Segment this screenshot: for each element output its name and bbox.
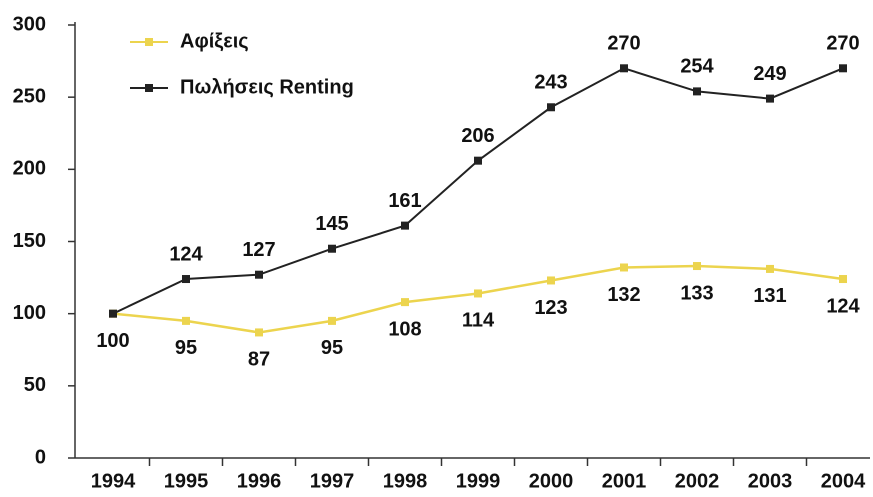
y-tick-label: 100: [13, 302, 46, 324]
point: [109, 309, 117, 318]
data-label: 108: [388, 318, 421, 340]
data-label: 145: [315, 213, 348, 235]
y-tick-label: 150: [13, 230, 46, 252]
data-label: 243: [534, 72, 567, 94]
y-tick-label: 0: [35, 446, 46, 468]
point: [693, 262, 701, 271]
point: [255, 328, 263, 337]
legend-label: Πωλήσεις Renting: [180, 76, 354, 98]
data-label: 87: [248, 349, 270, 371]
data-label: 161: [388, 190, 421, 212]
point: [547, 103, 555, 112]
data-label: 127: [242, 239, 275, 261]
point: [620, 263, 628, 272]
y-tick-label: 50: [24, 374, 46, 396]
x-tick-label: 2001: [602, 470, 647, 492]
x-tick-label: 1998: [383, 470, 428, 492]
point: [547, 276, 555, 285]
legend-marker: [145, 84, 153, 92]
point: [328, 244, 336, 253]
data-label: 270: [607, 33, 640, 55]
data-label: 254: [680, 56, 714, 78]
point: [474, 289, 482, 298]
x-tick-label: 1997: [310, 470, 355, 492]
legend-marker: [145, 38, 153, 46]
point: [182, 316, 190, 325]
data-label: 249: [753, 63, 786, 85]
data-label: 114: [462, 310, 495, 332]
legend-label: Αφίξεις: [180, 30, 249, 52]
point: [401, 298, 409, 307]
y-tick-label: 250: [13, 85, 46, 107]
series-line: [112, 67, 844, 315]
point: [401, 221, 409, 230]
point: [693, 87, 701, 96]
x-tick-label: 1996: [237, 470, 282, 492]
point: [766, 264, 774, 273]
x-tick-label: 2000: [529, 470, 574, 492]
data-label: 95: [175, 337, 197, 359]
point: [839, 64, 847, 73]
point: [766, 94, 774, 103]
x-tick-label: 2003: [748, 470, 793, 492]
data-label: 100: [96, 330, 129, 352]
x-tick-label: 1995: [164, 470, 209, 492]
x-tick-label: 2002: [675, 470, 720, 492]
point: [620, 64, 628, 73]
y-tick-label: 200: [13, 158, 46, 180]
point: [839, 275, 847, 284]
data-label: 131: [753, 285, 786, 307]
x-tick-label: 2004: [821, 470, 866, 492]
data-label: 123: [534, 297, 567, 319]
point: [255, 270, 263, 279]
x-tick-label: 1994: [91, 470, 136, 492]
point: [474, 156, 482, 165]
data-label: 133: [680, 282, 713, 304]
data-label: 124: [169, 243, 203, 265]
point: [182, 275, 190, 284]
x-tick-label: 1999: [456, 470, 501, 492]
y-tick-label: 300: [13, 13, 46, 35]
data-label: 132: [607, 284, 640, 306]
data-label: 124: [826, 295, 860, 317]
point: [328, 316, 336, 325]
data-label: 270: [826, 33, 859, 55]
data-label: 95: [321, 337, 343, 359]
data-label: 206: [461, 125, 494, 147]
